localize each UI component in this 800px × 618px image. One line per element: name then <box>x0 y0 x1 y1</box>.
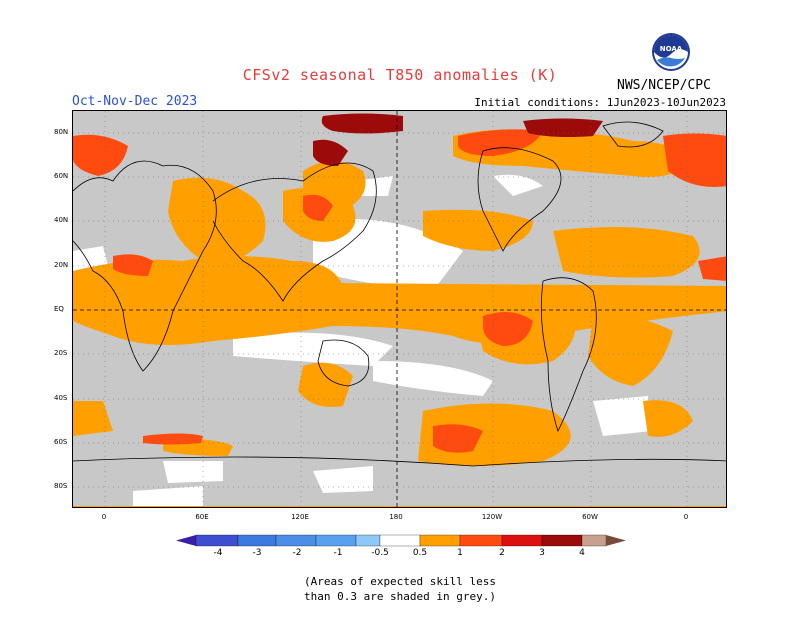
lat-label: 20N <box>54 261 69 269</box>
anomaly-regions-red <box>73 129 726 453</box>
anomaly-regions-darkred <box>313 113 603 166</box>
colorbar-label: 0.5 <box>412 548 428 558</box>
colorbar-label: -4 <box>213 548 223 558</box>
map-canvas <box>73 111 726 507</box>
initial-conditions-label: Initial conditions: 1Jun2023-10Jun2023 <box>474 96 726 109</box>
lat-label: EQ <box>54 305 64 313</box>
lat-label: 60N <box>54 172 69 180</box>
skill-note-line2: than 0.3 are shaded in grey.) <box>303 590 497 603</box>
organization-label: NWS/NCEP/CPC <box>617 78 711 93</box>
near-zero-regions <box>73 174 653 506</box>
colorbar-label: -2 <box>292 548 302 558</box>
lon-label: 60E <box>195 513 209 521</box>
colorbar-label: 1 <box>457 548 463 558</box>
colorbar-low-arrow <box>176 535 196 546</box>
colorbar-label: 2 <box>499 548 505 558</box>
lon-label: 180 <box>389 513 403 521</box>
lon-label: 0 <box>101 513 107 521</box>
lat-label: 40S <box>54 394 68 402</box>
noaa-logo: NOAA <box>652 33 690 71</box>
colorbar <box>176 534 626 547</box>
graticule <box>73 111 726 507</box>
lat-label: 80N <box>54 128 69 136</box>
colorbar-label: 4 <box>579 548 585 558</box>
noaa-logo-text: NOAA <box>660 45 683 53</box>
lat-label: 60S <box>54 438 68 446</box>
colorbar-label: 3 <box>539 548 545 558</box>
lon-label: 120E <box>291 513 309 521</box>
coastlines <box>73 121 726 467</box>
lat-label: 80S <box>54 482 68 490</box>
season-label: Oct-Nov-Dec 2023 <box>72 94 198 109</box>
map-title: CFSv2 seasonal T850 anomalies (K) <box>242 66 558 84</box>
colorbar-label: -0.5 <box>371 548 389 558</box>
anomaly-map <box>72 110 727 508</box>
colorbar-label: -1 <box>333 548 343 558</box>
lon-label: 0 <box>683 513 689 521</box>
lon-label: 120W <box>481 513 503 521</box>
lat-label: 20S <box>54 349 68 357</box>
lon-label: 60W <box>582 513 598 521</box>
lat-label: 40N <box>54 216 69 224</box>
colorbar-label: -3 <box>252 548 262 558</box>
skill-note-line1: (Areas of expected skill less <box>303 575 497 588</box>
colorbar-high-arrow <box>606 535 626 546</box>
